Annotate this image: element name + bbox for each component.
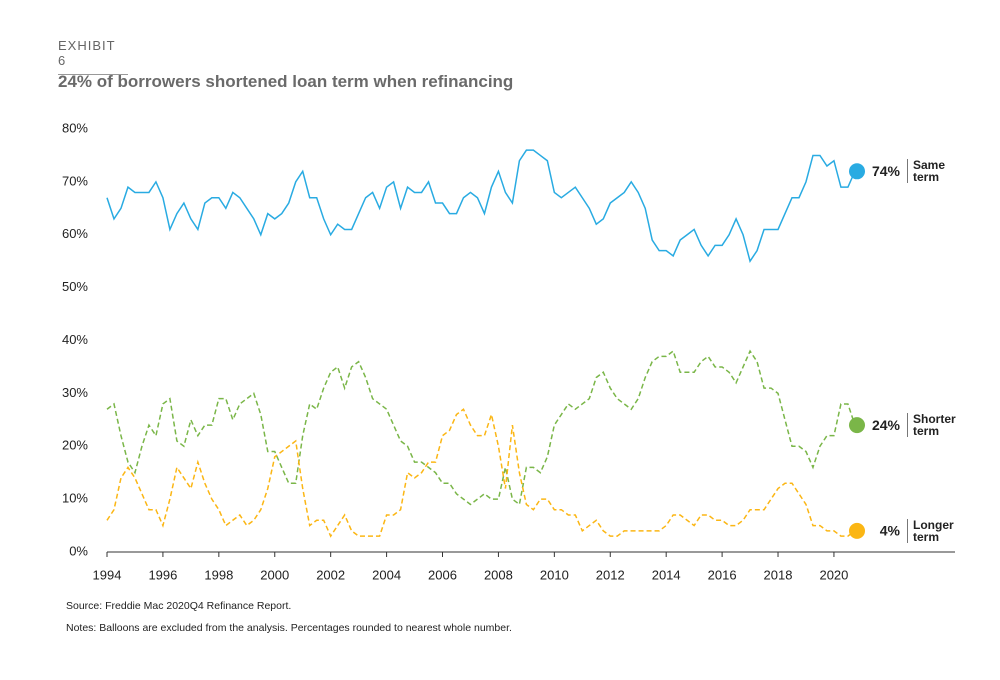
x-tick-label: 2018 (764, 567, 793, 582)
exhibit-label: EXHIBIT 6 (58, 38, 128, 75)
y-tick-label: 40% (62, 332, 88, 347)
end-value-label: 74% (872, 163, 901, 179)
y-tick-label: 70% (62, 173, 88, 188)
y-tick-label: 80% (62, 120, 88, 135)
x-tick-label: 2008 (484, 567, 513, 582)
notes: Notes: Balloons are excluded from the an… (66, 622, 512, 634)
legend-entry: Shorter term (907, 413, 956, 438)
chart-title: 24% of borrowers shortened loan term whe… (58, 72, 514, 91)
series-line (106, 149, 856, 263)
end-value-label: 24% (872, 417, 901, 433)
x-tick-label: 2020 (819, 567, 848, 582)
x-tick-label: 2004 (372, 567, 401, 582)
source: Source: Freddie Mac 2020Q4 Refinance Rep… (66, 600, 292, 612)
x-tick-label: 2002 (316, 567, 345, 582)
x-tick-label: 1998 (204, 567, 233, 582)
series-line (106, 349, 856, 506)
y-tick-label: 0% (69, 543, 88, 558)
x-tick-label: 2010 (540, 567, 569, 582)
chart: 0% 10% 20% 30% 40% 50% 60% 70% 80% 1994 1996 1998 20… (62, 120, 955, 582)
y-tick-label: 30% (62, 385, 88, 400)
y-tick-label: 50% (62, 279, 88, 294)
x-tick-label: 2014 (652, 567, 681, 582)
y-tick-label: 60% (62, 226, 88, 241)
series-line (106, 408, 856, 538)
y-tick-label: 10% (62, 491, 88, 506)
x-tick-label: 2012 (596, 567, 625, 582)
legend-entry: Same term (907, 159, 953, 184)
x-tick-label: 2000 (260, 567, 289, 582)
legend-entry: Longer term (907, 518, 954, 543)
end-dot (849, 522, 865, 539)
x-tick-label: 1994 (93, 567, 122, 582)
x-tick-label: 2016 (708, 567, 737, 582)
end-dot (849, 163, 865, 180)
x-tick-label: 1996 (148, 567, 177, 582)
y-tick-label: 20% (62, 438, 88, 453)
x-tick-label: 2006 (428, 567, 457, 582)
end-dot (849, 417, 865, 434)
end-value-label: 4% (880, 523, 901, 539)
